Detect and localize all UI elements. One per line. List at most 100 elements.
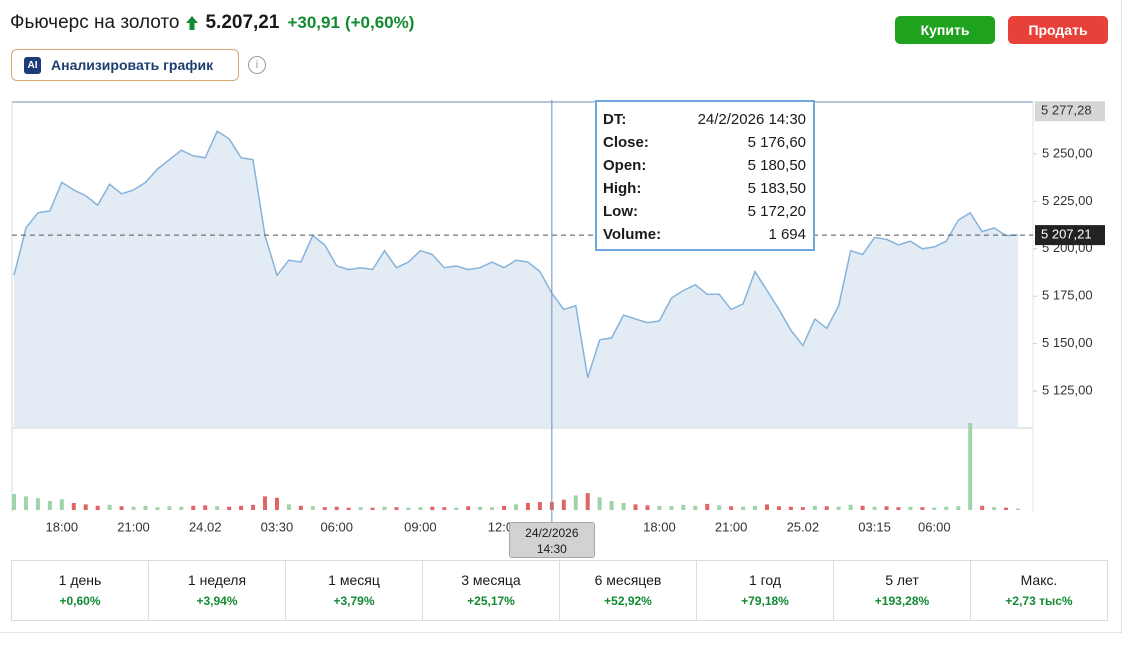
volume-bar [609, 501, 614, 510]
period-tab[interactable]: 1 месяц +3,79% [286, 561, 423, 620]
period-tab[interactable]: 1 год +79,18% [697, 561, 834, 620]
analyze-button[interactable]: AI Анализировать график [11, 49, 239, 81]
volume-bar [107, 504, 112, 510]
volume-bar [466, 506, 471, 510]
volume-bar [35, 498, 40, 510]
volume-bar [836, 506, 841, 510]
change-percent: (+0,60%) [344, 13, 415, 32]
x-tick-label: 03:15 [858, 519, 891, 534]
volume-bar [597, 497, 602, 510]
volume-bar [215, 506, 220, 510]
x-tick-label: 18:00 [643, 519, 676, 534]
volume-bar [956, 506, 961, 510]
volume-bar [968, 423, 973, 510]
volume-bar [251, 504, 256, 510]
volume-bar [657, 505, 662, 510]
x-tick-label: 06:00 [918, 519, 951, 534]
y-tick-label: 5 150,00 [1042, 335, 1093, 350]
volume-bar [932, 507, 937, 510]
last-price-label: 5 207,21 [1041, 227, 1092, 242]
tooltip-value: 1 694 [768, 226, 806, 243]
x-tick-label: 03:30 [261, 519, 294, 534]
period-tab[interactable]: 1 неделя +3,94% [149, 561, 286, 620]
volume-bar [502, 505, 507, 510]
volume-bar [514, 504, 518, 510]
volume-bar [693, 505, 698, 510]
widget-card [0, 0, 1122, 633]
volume-bar [812, 505, 817, 510]
volume-bar [1004, 507, 1009, 510]
header: Фьючерс на золото 5.207,21 +30,91 (+0,60… [10, 12, 414, 34]
tooltip-value: 24/2/2026 14:30 [697, 111, 806, 128]
period-label: 1 год [748, 572, 782, 588]
volume-bar [621, 502, 626, 510]
crosshair-text: 14:30 [536, 542, 567, 556]
y-tick-label: 5 125,00 [1042, 382, 1093, 397]
buy-button[interactable]: Купить [895, 16, 995, 44]
change: +30,91 [287, 13, 340, 32]
volume-bar [119, 506, 124, 510]
x-tick-label: 21:00 [117, 519, 150, 534]
tooltip-row: DT: 24/2/2026 14:30 [603, 109, 806, 132]
volume-bar [155, 507, 160, 510]
tooltip: DT: 24/2/2026 14:30 Close: 5 176,60 Open: 5 1… [595, 100, 815, 251]
period-selector: 1 день +0,60% 1 неделя +3,94% 1 месяц +3,79% 3… [11, 560, 1108, 621]
period-change: +3,79% [333, 594, 375, 608]
volume-bar [525, 502, 530, 510]
period-tab[interactable]: 5 лет +193,28% [834, 561, 971, 620]
volume-bar [633, 504, 638, 510]
period-label: 1 месяц [328, 572, 380, 588]
sell-button[interactable]: Продать [1008, 16, 1108, 44]
volume-bar [394, 507, 399, 510]
period-tab[interactable]: 6 месяцев +52,92% [560, 561, 697, 620]
tooltip-row: Open: 5 180,50 [603, 155, 806, 178]
period-tab[interactable]: 1 день +0,60% [12, 561, 149, 620]
period-label: Макс. [1020, 572, 1058, 588]
y-tick-label: 5 250,00 [1042, 145, 1093, 160]
volume-bar [95, 505, 100, 510]
volume-bar [944, 506, 949, 510]
volume-bar [263, 496, 267, 510]
volume-bar [382, 506, 387, 510]
volume-bar [71, 502, 76, 510]
volume-bar [884, 506, 889, 510]
analyze-label: Анализировать график [51, 57, 214, 73]
volume-bar [83, 504, 88, 510]
volume-bar [346, 507, 351, 510]
period-label: 6 месяцев [594, 572, 662, 588]
y-tick-label: 5 225,00 [1042, 193, 1093, 208]
volume-bar [23, 496, 28, 510]
volume-bar [490, 507, 495, 510]
volume-bar [203, 505, 208, 510]
volume-bar [1016, 508, 1020, 510]
volume-bar [322, 507, 327, 510]
tooltip-value: 5 176,60 [747, 134, 806, 151]
volume-bar [143, 505, 148, 510]
tooltip-key: High: [603, 180, 642, 197]
volume-bar [191, 505, 196, 510]
volume-bar [992, 507, 997, 510]
high-price-label: 5 277,28 [1041, 103, 1092, 118]
instrument-title: Фьючерс на золото [10, 12, 180, 33]
volume-bar [406, 507, 411, 510]
volume-bar [753, 505, 758, 510]
volume-bar [908, 506, 913, 510]
volume-bar [298, 505, 303, 510]
price: 5.207,21 [205, 12, 280, 33]
period-change: +79,18% [741, 594, 789, 608]
volume-bar [442, 507, 447, 510]
period-tab[interactable]: Макс. +2,73 тыс% [971, 561, 1107, 620]
info-icon[interactable]: i [248, 56, 266, 74]
ai-icon: AI [24, 56, 41, 74]
volume-bar [645, 505, 650, 510]
volume-bar [824, 506, 829, 510]
period-tab[interactable]: 3 месяца +25,17% [423, 561, 560, 620]
period-label: 1 день [58, 572, 102, 588]
period-label: 3 месяца [461, 572, 521, 588]
volume-bar [286, 504, 291, 510]
y-tick-label: 5 175,00 [1042, 288, 1093, 303]
x-tick-label: 25.02 [787, 519, 820, 534]
tooltip-key: Low: [603, 203, 638, 220]
volume-bar [717, 505, 722, 510]
tooltip-value: 5 172,20 [747, 203, 806, 220]
